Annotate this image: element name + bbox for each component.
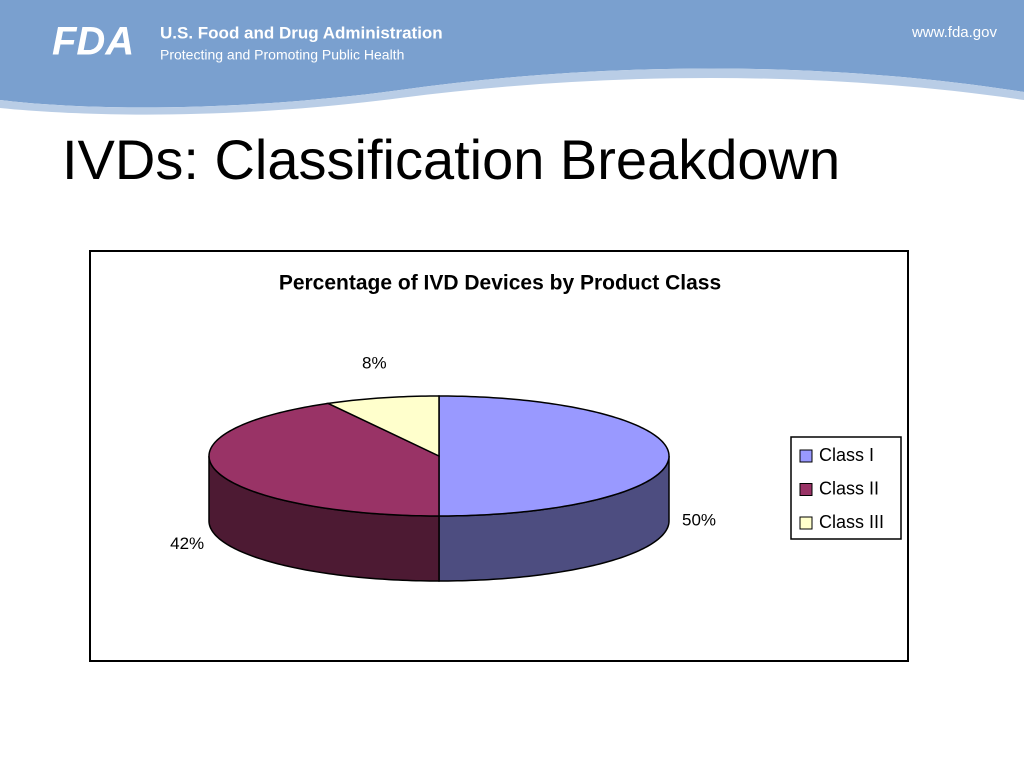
data-label: 8% [362,353,387,372]
chart-title: Percentage of IVD Devices by Product Cla… [279,272,721,295]
legend-label: Class I [819,445,874,465]
agency-name: U.S. Food and Drug Administration [160,23,443,42]
data-label: 42% [170,534,204,553]
legend-label: Class II [819,478,879,498]
pie-slice [208,402,440,517]
pie-slice [325,395,440,458]
header-band [0,0,1024,108]
header-swoosh [0,68,1024,115]
legend-swatch [799,516,813,530]
url: www.fda.gov [911,24,998,41]
logo: FDA [52,20,134,64]
legend-swatch [799,483,813,496]
pie-slice [438,395,670,517]
legend-swatch [799,449,813,463]
slide-title: IVDs: Classification Breakdown [62,128,840,191]
legend-label: Class III [819,512,884,532]
agency-tagline: Protecting and Promoting Public Health [160,47,404,63]
data-label: 50% [682,510,716,529]
